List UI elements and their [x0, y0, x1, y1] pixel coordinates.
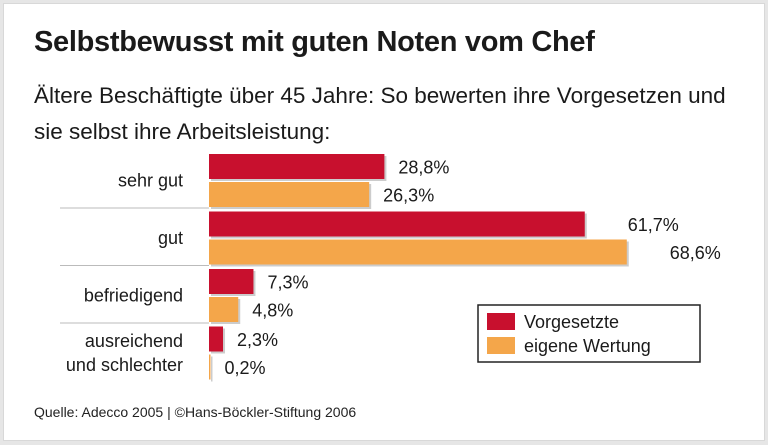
data-label: 26,3%	[383, 186, 434, 206]
legend-swatch	[487, 337, 515, 354]
bar-vorgesetzte	[209, 269, 254, 294]
data-label: 4,8%	[252, 301, 293, 321]
bar-vorgesetzte	[209, 154, 385, 179]
category-label: sehr gut	[118, 171, 183, 191]
category-label: ausreichend	[85, 331, 183, 351]
bar-eigene-wertung	[209, 182, 370, 207]
category-label: befriedigend	[84, 286, 183, 306]
data-label: 2,3%	[237, 330, 278, 350]
data-label: 7,3%	[267, 273, 308, 293]
data-label: 61,7%	[628, 215, 679, 235]
chart-subtitle: Ältere Beschäftigte über 45 Jahre: So be…	[34, 83, 726, 144]
legend-label: eigene Wertung	[524, 336, 651, 356]
legend-label: Vorgesetzte	[524, 312, 619, 332]
category-label: und schlechter	[66, 355, 183, 375]
chart-card: Selbstbewusst mit guten Noten vom Chef Ä…	[3, 3, 765, 441]
data-label: 68,6%	[670, 243, 721, 263]
bar-vorgesetzte	[209, 326, 224, 352]
data-label: 0,2%	[225, 358, 266, 378]
bar-eigene-wertung	[209, 297, 239, 322]
source-note: Quelle: Adecco 2005 | ©Hans-Böckler-Stif…	[34, 404, 357, 420]
bar-eigene-wertung	[209, 239, 627, 265]
data-label: 28,8%	[398, 158, 449, 178]
chart-title: Selbstbewusst mit guten Noten vom Chef	[34, 26, 595, 58]
bar-vorgesetzte	[209, 211, 585, 237]
legend-swatch	[487, 313, 515, 330]
bar-shadow	[211, 356, 213, 382]
bar-eigene-wertung	[209, 354, 211, 380]
category-label: gut	[158, 228, 183, 248]
